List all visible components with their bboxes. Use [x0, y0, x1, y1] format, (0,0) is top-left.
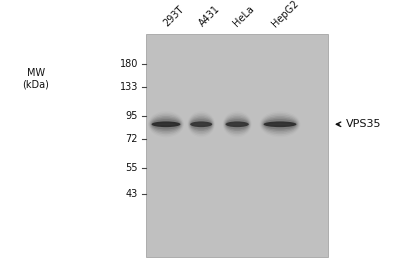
Text: 95: 95 — [126, 111, 138, 121]
Ellipse shape — [188, 114, 214, 134]
Ellipse shape — [194, 123, 209, 125]
Text: 180: 180 — [120, 59, 138, 69]
Ellipse shape — [268, 123, 292, 125]
Ellipse shape — [261, 114, 299, 134]
Ellipse shape — [262, 116, 298, 133]
Ellipse shape — [156, 123, 176, 125]
Ellipse shape — [189, 116, 213, 133]
Ellipse shape — [150, 116, 182, 133]
Ellipse shape — [264, 121, 296, 127]
Ellipse shape — [150, 114, 182, 134]
Ellipse shape — [152, 121, 180, 127]
Text: HeLa: HeLa — [231, 4, 256, 29]
Text: 55: 55 — [126, 163, 138, 173]
Ellipse shape — [224, 116, 250, 133]
Ellipse shape — [225, 118, 249, 131]
Ellipse shape — [190, 119, 212, 129]
Ellipse shape — [224, 114, 250, 134]
Text: 43: 43 — [126, 189, 138, 199]
Ellipse shape — [264, 119, 296, 129]
Ellipse shape — [151, 118, 181, 131]
Ellipse shape — [226, 121, 249, 127]
Text: A431: A431 — [197, 4, 222, 29]
Ellipse shape — [263, 118, 297, 131]
Bar — [146, 34, 328, 257]
Ellipse shape — [226, 119, 249, 129]
Text: 133: 133 — [120, 82, 138, 92]
Ellipse shape — [229, 123, 245, 125]
Ellipse shape — [152, 119, 180, 129]
Ellipse shape — [190, 118, 213, 131]
Text: 293T: 293T — [162, 4, 186, 29]
Ellipse shape — [190, 121, 212, 127]
Text: HepG2: HepG2 — [270, 0, 301, 29]
Text: MW
(kDa): MW (kDa) — [22, 68, 50, 89]
Text: 72: 72 — [126, 134, 138, 144]
Text: VPS35: VPS35 — [346, 119, 382, 129]
